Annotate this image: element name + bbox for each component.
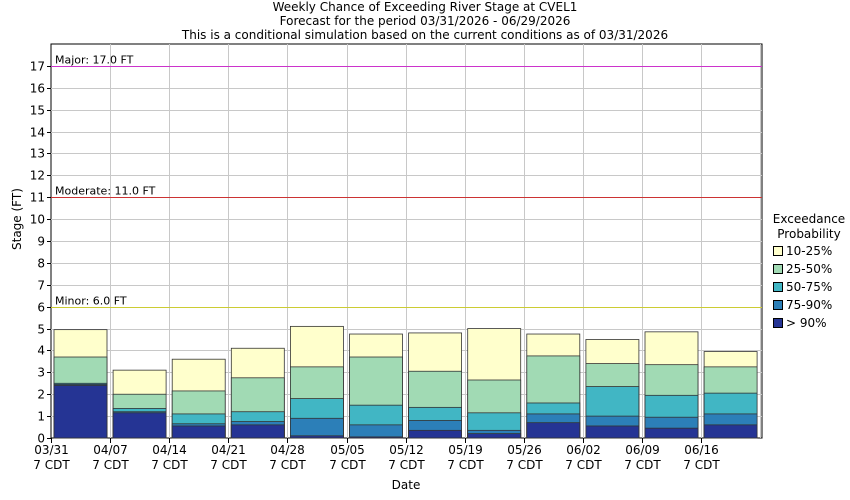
title-line-3: This is a conditional simulation based o…: [181, 28, 669, 42]
bar-segment-p90: [230, 424, 285, 439]
x-tick-label: 06/16: [684, 443, 719, 457]
chart-title: Weekly Chance of Exceeding River Stage a…: [0, 0, 850, 42]
x-axis-label: Date: [391, 478, 421, 492]
x-tick-label: 05/05: [330, 443, 365, 457]
y-axis-label: Stage (FT): [10, 188, 24, 250]
legend-swatch-75-90: [773, 300, 783, 310]
threshold-label: Major: 17.0 FT: [55, 54, 134, 67]
bar-segment-p90: [289, 435, 344, 439]
y-tick-label: 16: [30, 82, 45, 96]
legend-item-25-50: 25-50%: [773, 260, 850, 278]
x-tick-sublabel: 7 CDT: [447, 458, 484, 472]
y-tick-label: 5: [37, 323, 45, 337]
legend-title-line-1: Exceedance: [772, 212, 846, 226]
threshold-label: Moderate: 11.0 FT: [55, 185, 156, 198]
x-tick-label: 05/19: [448, 443, 483, 457]
x-tick-label: 05/26: [507, 443, 542, 457]
legend-label-50-75: 50-75%: [786, 279, 833, 294]
legend-label-75-90: 75-90%: [786, 297, 833, 312]
x-tick-sublabel: 7 CDT: [624, 458, 661, 472]
legend: Exceedance Probability 10-25% 25-50% 50-…: [768, 212, 850, 332]
x-tick-label: 06/09: [625, 443, 660, 457]
x-tick-sublabel: 7 CDT: [33, 458, 70, 472]
y-tick-label: 15: [30, 104, 45, 118]
legend-label-90: > 90%: [786, 315, 827, 330]
y-tick-label: 1: [37, 410, 45, 424]
x-tick-sublabel: 7 CDT: [506, 458, 543, 472]
x-tick-sublabel: 7 CDT: [92, 458, 129, 472]
legend-title-line-2: Probability: [777, 227, 841, 241]
y-tick-label: 7: [37, 279, 45, 293]
y-tick-label: 4: [37, 344, 45, 358]
bar-segment-p90: [526, 422, 581, 439]
bar-segment-p75-90: [289, 417, 344, 439]
bar-segment-p90: [171, 425, 226, 439]
y-tick-label: 3: [37, 366, 45, 380]
y-tick-label: 8: [37, 257, 45, 271]
x-tick-label: 04/14: [152, 443, 187, 457]
y-tick-label: 17: [30, 60, 45, 74]
bar-segment-p90: [467, 433, 522, 439]
x-tick-sublabel: 7 CDT: [269, 458, 306, 472]
bar-segment-p90: [112, 412, 167, 439]
x-tick-label: 04/21: [211, 443, 246, 457]
y-tick-label: 14: [30, 126, 45, 140]
y-tick-label: 2: [37, 388, 45, 402]
bar-segment-p90: [53, 385, 108, 439]
x-tick-label: 04/28: [270, 443, 305, 457]
x-tick-label: 05/12: [389, 443, 424, 457]
x-tick-sublabel: 7 CDT: [151, 458, 188, 472]
y-tick-label: 11: [30, 191, 45, 205]
x-tick-sublabel: 7 CDT: [388, 458, 425, 472]
legend-item-10-25: 10-25%: [773, 242, 850, 260]
legend-swatch-25-50: [773, 264, 783, 274]
title-line-2: Forecast for the period 03/31/2026 - 06/…: [279, 14, 571, 28]
legend-item-90: > 90%: [773, 314, 850, 332]
threshold-label: Minor: 6.0 FT: [55, 295, 127, 308]
legend-swatch-90: [773, 318, 783, 328]
legend-label-25-50: 25-50%: [786, 261, 833, 276]
bar-segment-p90: [585, 425, 640, 439]
legend-item-75-90: 75-90%: [773, 296, 850, 314]
x-tick-sublabel: 7 CDT: [565, 458, 602, 472]
legend-label-10-25: 10-25%: [786, 243, 833, 258]
x-tick-sublabel: 7 CDT: [329, 458, 366, 472]
x-tick-sublabel: 7 CDT: [683, 458, 720, 472]
y-tick-label: 12: [30, 169, 45, 183]
y-tick-label: 10: [30, 213, 45, 227]
legend-swatch-10-25: [773, 246, 783, 256]
bar-segment-p90: [644, 427, 699, 439]
title-line-1: Weekly Chance of Exceeding River Stage a…: [272, 0, 578, 14]
legend-swatch-50-75: [773, 282, 783, 292]
x-tick-label: 06/02: [566, 443, 601, 457]
y-tick-label: 13: [30, 147, 45, 161]
legend-item-50-75: 50-75%: [773, 278, 850, 296]
x-tick-label: 03/31: [34, 443, 69, 457]
bar-segment-p75-90: [349, 424, 403, 439]
bar-segment-p90: [408, 429, 463, 439]
bar-segment-p90: [349, 436, 403, 439]
y-tick-label: 9: [37, 235, 45, 249]
y-tick-label: 6: [37, 301, 45, 315]
bar-segment-p90: [703, 424, 758, 439]
y-tick-label: 0: [37, 432, 45, 446]
x-tick-label: 04/07: [93, 443, 128, 457]
x-tick-sublabel: 7 CDT: [210, 458, 247, 472]
